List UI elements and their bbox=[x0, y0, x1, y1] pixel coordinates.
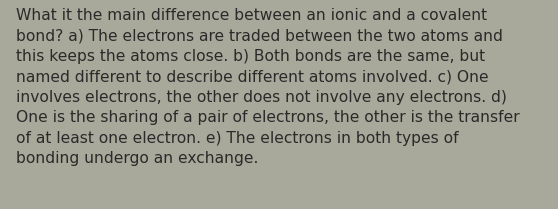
Text: What it the main difference between an ionic and a covalent
bond? a) The electro: What it the main difference between an i… bbox=[16, 8, 519, 166]
